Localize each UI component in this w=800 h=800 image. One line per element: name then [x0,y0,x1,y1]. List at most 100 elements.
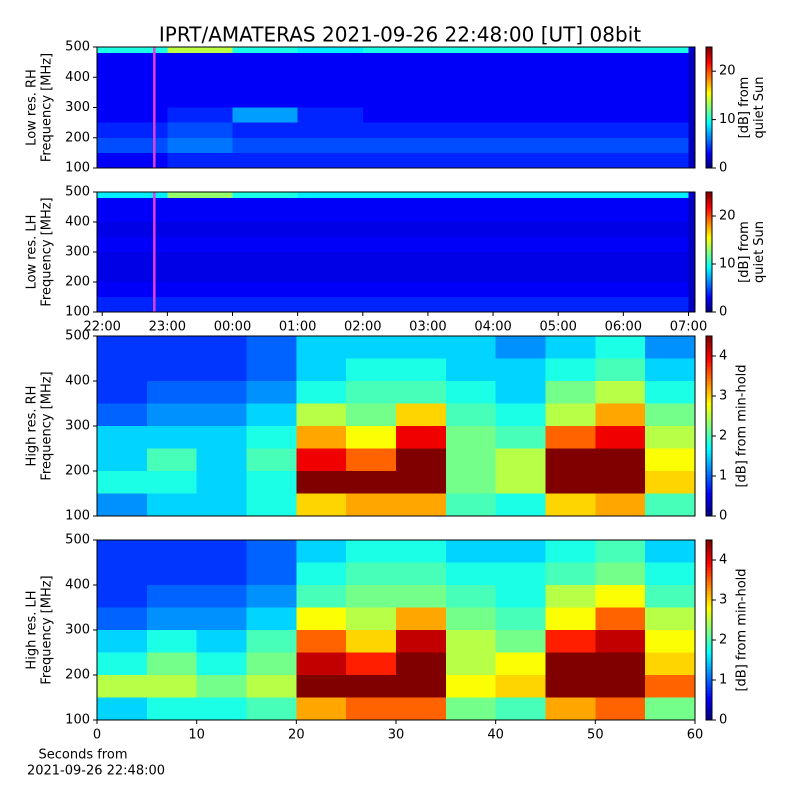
heatmap-cell [427,62,494,78]
colorbar-swatch [706,594,712,598]
heatmap-cell [296,358,347,381]
colorbar-swatch [706,384,712,388]
colorbar-swatch [706,266,712,269]
heatmap-cell [167,122,233,138]
colorbar-tick-label: 1 [719,469,727,484]
heatmap-cell [362,267,428,282]
heatmap-cell [246,448,297,471]
heatmap-cell [396,471,446,494]
heatmap-cell [196,493,247,516]
colorbar-swatch [706,420,712,424]
heatmap-cell [493,297,559,312]
heatmap-cell [645,493,695,516]
heatmap-cell [688,92,695,108]
colorbar-swatch [706,294,712,297]
heatmap-cell [97,252,168,267]
heatmap-cell [146,381,197,404]
colorbar-swatch [706,666,712,670]
heatmap-cell [296,607,347,630]
heatmap-cell [396,652,446,675]
heatmap-cell [146,585,197,608]
colorbar-swatch [706,51,712,54]
heatmap-cell [362,152,428,168]
heatmap-cell [246,540,297,563]
colorbar-tick-label: 2 [719,429,727,444]
x-tick-label: 40 [487,728,504,743]
heatmap-cell [396,336,446,359]
heatmap-cell [97,336,147,359]
heatmap-cell [167,137,233,153]
heatmap-cell [645,630,695,653]
heatmap-cell [427,267,494,282]
colorbar-swatch [706,714,712,718]
heatmap-cell [362,47,428,54]
colorbar-swatch [706,648,712,652]
heatmap-cell [545,630,596,653]
x-tick-label: 23:00 [149,320,186,335]
heatmap-cell [445,358,496,381]
colorbar-swatch [706,705,712,709]
colorbar-swatch [706,308,712,311]
colorbar-swatch [706,699,712,703]
heatmap-cell [495,381,546,404]
heatmap-cell [493,53,559,63]
colorbar-swatch [706,81,712,84]
heatmap-cell [427,222,494,237]
heatmap-cell [495,540,546,563]
colorbar-swatch [706,149,712,153]
heatmap-cell [297,137,363,153]
heatmap-cell [232,92,298,108]
colorbar-swatch [706,71,712,74]
colorbar-swatch [706,125,712,129]
colorbar-swatch [706,462,712,466]
heatmap-cell [396,697,446,720]
colorbar-swatch [706,372,712,376]
colorbar-swatch [706,65,712,68]
colorbar-swatch [706,232,712,235]
heatmap-cell [493,282,559,297]
colorbar-swatch [706,348,712,352]
heatmap-cell [246,585,297,608]
colorbar-label: [dB] from min-hold [735,364,750,487]
heatmap-cell [167,267,233,282]
colorbar-swatch [706,306,712,309]
heatmap-cell [232,53,298,63]
x-tick-label: 04:00 [474,320,511,335]
colorbar-swatch [706,363,712,367]
heatmap-cell [362,77,428,93]
x-tick-label: 06:00 [605,320,642,335]
heatmap-cell [688,282,695,297]
colorbar-swatch [706,660,712,664]
colorbar-swatch [706,298,712,301]
colorbar-swatch [706,59,712,62]
heatmap-cell [558,47,624,54]
colorbar-swatch [706,151,712,155]
heatmap-cell [296,403,347,426]
colorbar-swatch [706,438,712,442]
heatmap-cell [97,53,168,63]
colorbar-swatch [706,624,712,628]
colorbar-swatch [706,492,712,496]
colorbar-swatch [706,236,712,239]
colorbar-swatch [706,242,712,245]
heatmap-cell [146,630,197,653]
heatmap-cell [362,198,428,207]
y-tick-label: 200 [65,130,90,145]
heatmap-cell [296,675,347,698]
colorbar-swatch [706,248,712,251]
heatmap-cell [97,652,147,675]
heatmap-cell [167,152,233,168]
colorbar-swatch [706,159,712,163]
heatmap-cell [445,630,496,653]
heatmap-cell [246,697,297,720]
heatmap-cell [296,448,347,471]
colorbar-swatch [706,290,712,293]
y-axis-label: Frequency [MHz] [40,53,55,162]
colorbar-swatch [706,510,712,514]
heatmap-cell [445,426,496,449]
colorbar-swatch [706,165,712,169]
heatmap-cell [545,585,596,608]
colorbar-swatch [706,262,712,265]
heatmap-cell [445,585,496,608]
colorbar-swatch [706,220,712,223]
